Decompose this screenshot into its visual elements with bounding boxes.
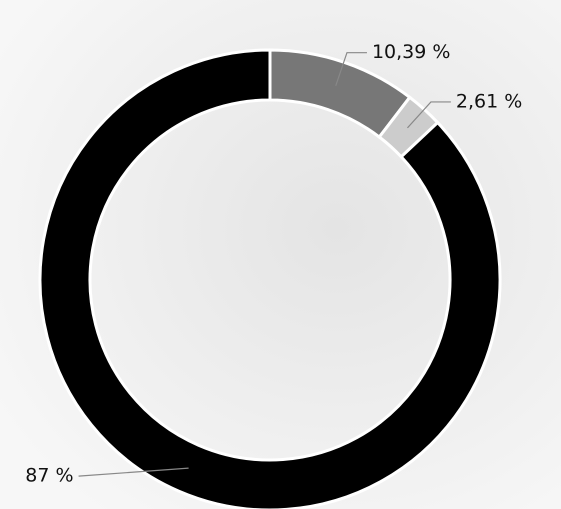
leader-line (406, 101, 451, 129)
data-label: 2,61 % (456, 90, 522, 112)
leader-line (78, 467, 189, 477)
data-label: 87 % (25, 465, 73, 487)
leader-line (335, 52, 367, 87)
data-label: 10,39 % (372, 41, 451, 63)
donut-slice (38, 48, 502, 509)
